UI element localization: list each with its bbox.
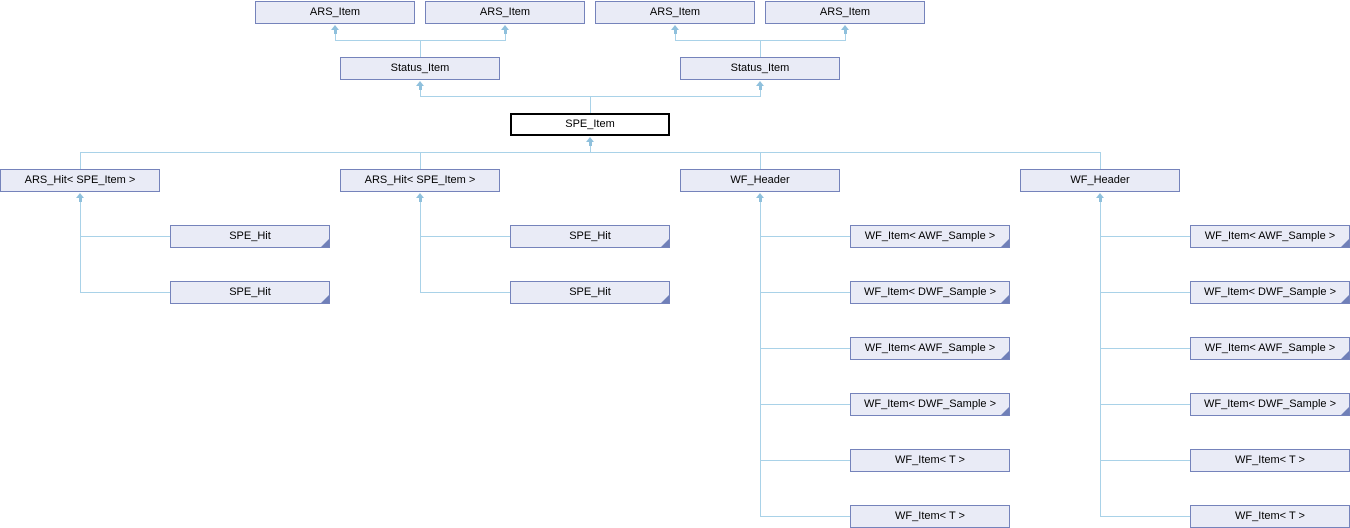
connector-line: [420, 199, 421, 293]
connector-line: [80, 292, 171, 293]
class-node-a2[interactable]: ARS_Item: [425, 1, 585, 24]
class-node-hit1[interactable]: ARS_Hit< SPE_Item >: [0, 169, 160, 192]
class-node-c4[interactable]: SPE_Hit: [510, 281, 670, 304]
connector-line: [420, 87, 421, 97]
connector-line: [760, 348, 851, 349]
class-node-c1[interactable]: SPE_Hit: [170, 225, 330, 248]
class-node-m4[interactable]: WF_Item< DWF_Sample >: [850, 393, 1010, 416]
class-node-a3[interactable]: ARS_Item: [595, 1, 755, 24]
class-node-spe: SPE_Item: [510, 113, 670, 136]
inheritance-arrow-icon: [334, 30, 337, 34]
inheritance-arrow-icon: [76, 193, 84, 198]
class-node-a4[interactable]: ARS_Item: [765, 1, 925, 24]
connector-line: [80, 152, 81, 170]
folded-corner-indicator: [1001, 295, 1009, 303]
inheritance-arrow-icon: [419, 198, 422, 202]
connector-line: [675, 31, 676, 41]
folded-corner-indicator: [1341, 407, 1349, 415]
class-node-m5[interactable]: WF_Item< T >: [850, 449, 1010, 472]
inheritance-arrow-icon: [79, 198, 82, 202]
inheritance-arrow-icon: [841, 25, 849, 30]
connector-line: [420, 236, 511, 237]
class-node-c2[interactable]: SPE_Hit: [170, 281, 330, 304]
class-node-c3[interactable]: SPE_Hit: [510, 225, 670, 248]
inheritance-arrow-icon: [759, 198, 762, 202]
folded-corner-indicator: [1001, 351, 1009, 359]
connector-line: [1100, 199, 1101, 517]
connector-line: [1100, 460, 1191, 461]
folded-corner-indicator: [1001, 407, 1009, 415]
folded-corner-indicator: [661, 295, 669, 303]
inheritance-arrow-icon: [844, 30, 847, 34]
inheritance-arrow-icon: [671, 25, 679, 30]
class-node-r5[interactable]: WF_Item< T >: [1190, 449, 1350, 472]
connector-line: [420, 152, 421, 170]
inheritance-arrow-icon: [416, 81, 424, 86]
inheritance-arrow-icon: [589, 142, 592, 146]
inheritance-arrow-icon: [759, 86, 762, 90]
inheritance-arrow-icon: [419, 86, 422, 90]
inheritance-arrow-icon: [674, 30, 677, 34]
class-node-m2[interactable]: WF_Item< DWF_Sample >: [850, 281, 1010, 304]
connector-line: [760, 152, 761, 170]
inheritance-arrow-icon: [586, 137, 594, 142]
class-node-wfh1[interactable]: WF_Header: [680, 169, 840, 192]
connector-line: [1100, 236, 1191, 237]
connector-line: [420, 40, 421, 58]
class-node-r3[interactable]: WF_Item< AWF_Sample >: [1190, 337, 1350, 360]
connector-line: [760, 292, 851, 293]
class-node-r4[interactable]: WF_Item< DWF_Sample >: [1190, 393, 1350, 416]
class-node-a1[interactable]: ARS_Item: [255, 1, 415, 24]
inheritance-arrow-icon: [501, 25, 509, 30]
connector-line: [1100, 404, 1191, 405]
inheritance-arrow-icon: [756, 81, 764, 86]
connector-line: [760, 87, 761, 97]
class-node-r1[interactable]: WF_Item< AWF_Sample >: [1190, 225, 1350, 248]
class-node-hit2[interactable]: ARS_Hit< SPE_Item >: [340, 169, 500, 192]
inheritance-arrow-icon: [1096, 193, 1104, 198]
folded-corner-indicator: [661, 239, 669, 247]
class-node-s2[interactable]: Status_Item: [680, 57, 840, 80]
connector-line: [760, 404, 851, 405]
inheritance-arrow-icon: [331, 25, 339, 30]
connector-line: [1100, 348, 1191, 349]
connector-line: [760, 199, 761, 517]
connector-line: [760, 516, 851, 517]
connector-line: [760, 460, 851, 461]
connector-line: [1100, 516, 1191, 517]
class-node-r2[interactable]: WF_Item< DWF_Sample >: [1190, 281, 1350, 304]
connector-line: [590, 143, 591, 153]
connector-line: [80, 236, 171, 237]
connector-line: [1100, 152, 1101, 170]
folded-corner-indicator: [1341, 295, 1349, 303]
inheritance-arrow-icon: [416, 193, 424, 198]
inheritance-arrow-icon: [756, 193, 764, 198]
folded-corner-indicator: [1001, 239, 1009, 247]
folded-corner-indicator: [321, 239, 329, 247]
connector-line: [505, 31, 506, 41]
connector-line: [1100, 292, 1191, 293]
inheritance-arrow-icon: [504, 30, 507, 34]
class-node-r6[interactable]: WF_Item< T >: [1190, 505, 1350, 528]
connector-line: [80, 199, 81, 293]
connector-line: [420, 292, 511, 293]
folded-corner-indicator: [321, 295, 329, 303]
class-node-m3[interactable]: WF_Item< AWF_Sample >: [850, 337, 1010, 360]
connector-line: [590, 96, 591, 114]
class-node-m1[interactable]: WF_Item< AWF_Sample >: [850, 225, 1010, 248]
connector-line: [760, 40, 761, 58]
folded-corner-indicator: [1341, 351, 1349, 359]
class-node-s1[interactable]: Status_Item: [340, 57, 500, 80]
connector-line: [760, 236, 851, 237]
class-node-wfh2[interactable]: WF_Header: [1020, 169, 1180, 192]
class-node-m6[interactable]: WF_Item< T >: [850, 505, 1010, 528]
connector-line: [335, 31, 336, 41]
inheritance-arrow-icon: [1099, 198, 1102, 202]
connector-line: [845, 31, 846, 41]
folded-corner-indicator: [1341, 239, 1349, 247]
